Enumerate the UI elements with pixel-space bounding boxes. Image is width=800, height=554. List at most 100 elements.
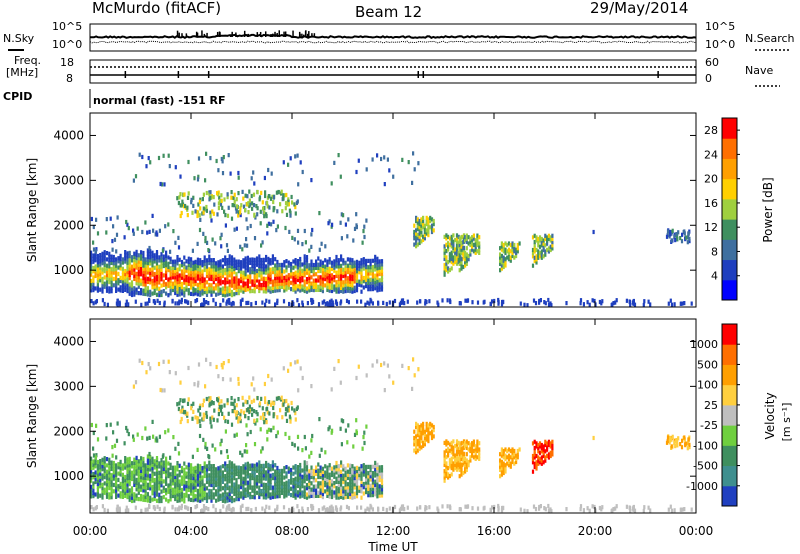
velocity-cell	[376, 469, 379, 474]
power-cell	[299, 260, 302, 265]
power-cell	[217, 279, 220, 284]
power-cell	[101, 270, 104, 275]
power-cell	[367, 280, 370, 285]
velocity-cell	[140, 471, 143, 477]
velocity-cell	[190, 479, 193, 484]
velocity-cell	[301, 375, 304, 381]
power-cell	[267, 263, 270, 268]
power-cell	[201, 302, 204, 307]
power-cell	[455, 239, 459, 244]
power-cell	[210, 218, 213, 223]
power-cell	[478, 250, 481, 255]
velocity-cell	[228, 469, 231, 474]
power-cell	[108, 258, 111, 263]
velocity-cell	[158, 473, 161, 479]
velocity-cell	[266, 429, 269, 434]
velocity-cell	[291, 441, 294, 446]
velocity-cell	[155, 498, 159, 503]
noise-panel: N.Sky 10^5 10^0 10^5 10^0 N.Search	[3, 20, 795, 52]
velocity-cell	[181, 405, 184, 410]
colorbar-swatch	[722, 198, 737, 220]
velocity-cell	[130, 489, 134, 494]
velocity-cell	[165, 462, 168, 468]
power-cell	[355, 223, 358, 228]
velocity-cell	[187, 484, 190, 489]
power-cell	[269, 267, 272, 272]
velocity-cell	[450, 462, 453, 467]
velocity-cell	[317, 508, 321, 513]
power-cell	[471, 241, 474, 246]
power-cell	[230, 255, 234, 260]
velocity-cell	[96, 472, 99, 477]
velocity-cell	[192, 491, 195, 496]
power-cell	[192, 260, 195, 265]
power-cell	[99, 265, 102, 270]
velocity-cell	[133, 479, 136, 484]
velocity-cell	[460, 466, 463, 471]
velocity-cell	[460, 441, 463, 446]
velocity-cell	[174, 487, 177, 492]
velocity-cell	[308, 488, 311, 493]
power-cell	[276, 269, 279, 274]
power-cell	[197, 156, 201, 161]
colorbar-swatch	[722, 384, 737, 406]
power-cell	[90, 263, 93, 268]
power-cell	[180, 259, 184, 265]
power-cell	[224, 293, 227, 298]
velocity-cell	[269, 464, 272, 469]
power-cell	[301, 287, 304, 292]
power-cell	[258, 282, 261, 287]
velocity-cell	[249, 485, 252, 490]
velocity-cell	[226, 419, 230, 424]
power-cell	[186, 205, 189, 210]
velocity-cell	[388, 506, 391, 511]
velocity-cell	[108, 482, 111, 487]
velocity-cell	[321, 479, 324, 484]
power-cell	[260, 190, 263, 195]
velocity-cell	[110, 482, 113, 487]
velocity-cell	[240, 485, 243, 490]
power-cell	[432, 222, 435, 227]
velocity-cell	[310, 493, 313, 498]
velocity-cell	[224, 474, 227, 479]
power-cell	[615, 298, 618, 303]
power-cell	[212, 258, 215, 263]
velocity-cell	[687, 437, 690, 442]
velocity-cell	[128, 494, 131, 499]
power-cell	[124, 275, 127, 280]
velocity-cell	[202, 398, 205, 403]
velocity-cell	[667, 507, 670, 512]
power-cell	[271, 194, 274, 199]
velocity-cell	[199, 495, 202, 500]
power-cell	[415, 237, 418, 242]
power-cell	[533, 240, 536, 245]
velocity-cell	[255, 484, 259, 489]
power-cell	[586, 300, 589, 305]
velocity-cell	[240, 466, 243, 471]
power-cell	[176, 258, 179, 263]
velocity-cell	[171, 504, 174, 509]
power-cell	[418, 234, 421, 239]
velocity-cell	[212, 504, 215, 509]
velocity-cell	[337, 464, 340, 469]
power-cell	[158, 289, 161, 295]
power-cell	[117, 259, 120, 264]
power-cell	[192, 279, 195, 284]
velocity-cell	[94, 455, 97, 460]
velocity-cell	[174, 371, 177, 376]
power-cell	[299, 160, 302, 165]
power-cell	[151, 278, 154, 284]
velocity-cell	[112, 430, 115, 435]
velocity-cell	[418, 443, 421, 448]
power-cell	[294, 258, 297, 263]
power-cell	[312, 269, 315, 274]
velocity-cell	[215, 467, 218, 472]
velocity-cell	[147, 362, 150, 367]
velocity-cell	[339, 426, 342, 431]
velocity-cell	[146, 507, 149, 512]
velocity-cell	[253, 466, 256, 472]
velocity-cell	[262, 476, 265, 481]
power-cell	[221, 292, 224, 297]
power-cell	[215, 267, 218, 272]
velocity-cell	[144, 469, 147, 474]
